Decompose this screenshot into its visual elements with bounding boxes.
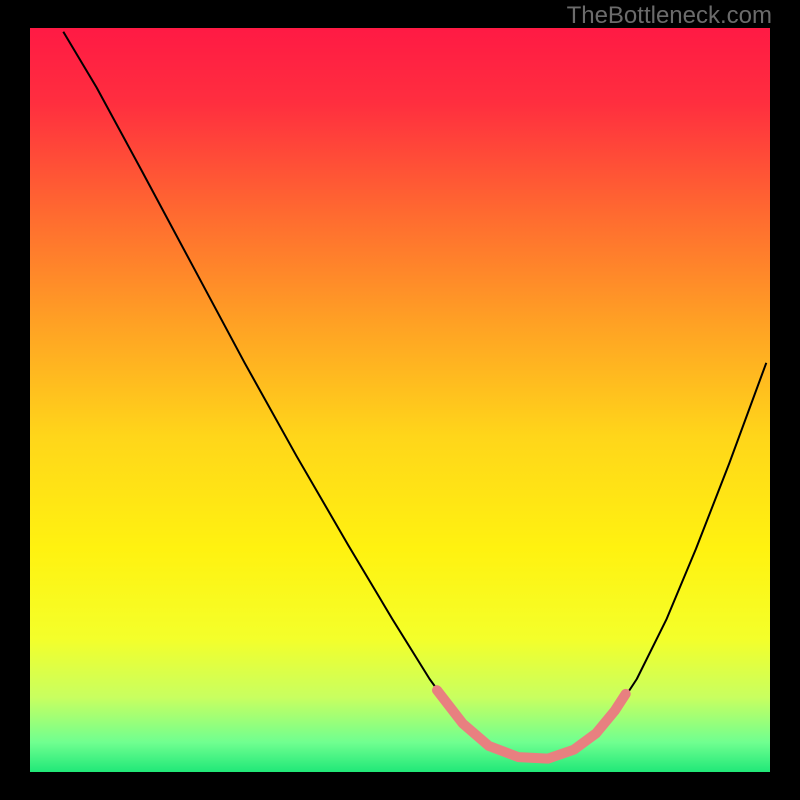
plot-area — [30, 28, 770, 772]
chart-svg — [30, 28, 770, 772]
gradient-background — [30, 28, 770, 772]
watermark-text: TheBottleneck.com — [567, 2, 772, 30]
canvas: TheBottleneck.com — [0, 0, 800, 800]
